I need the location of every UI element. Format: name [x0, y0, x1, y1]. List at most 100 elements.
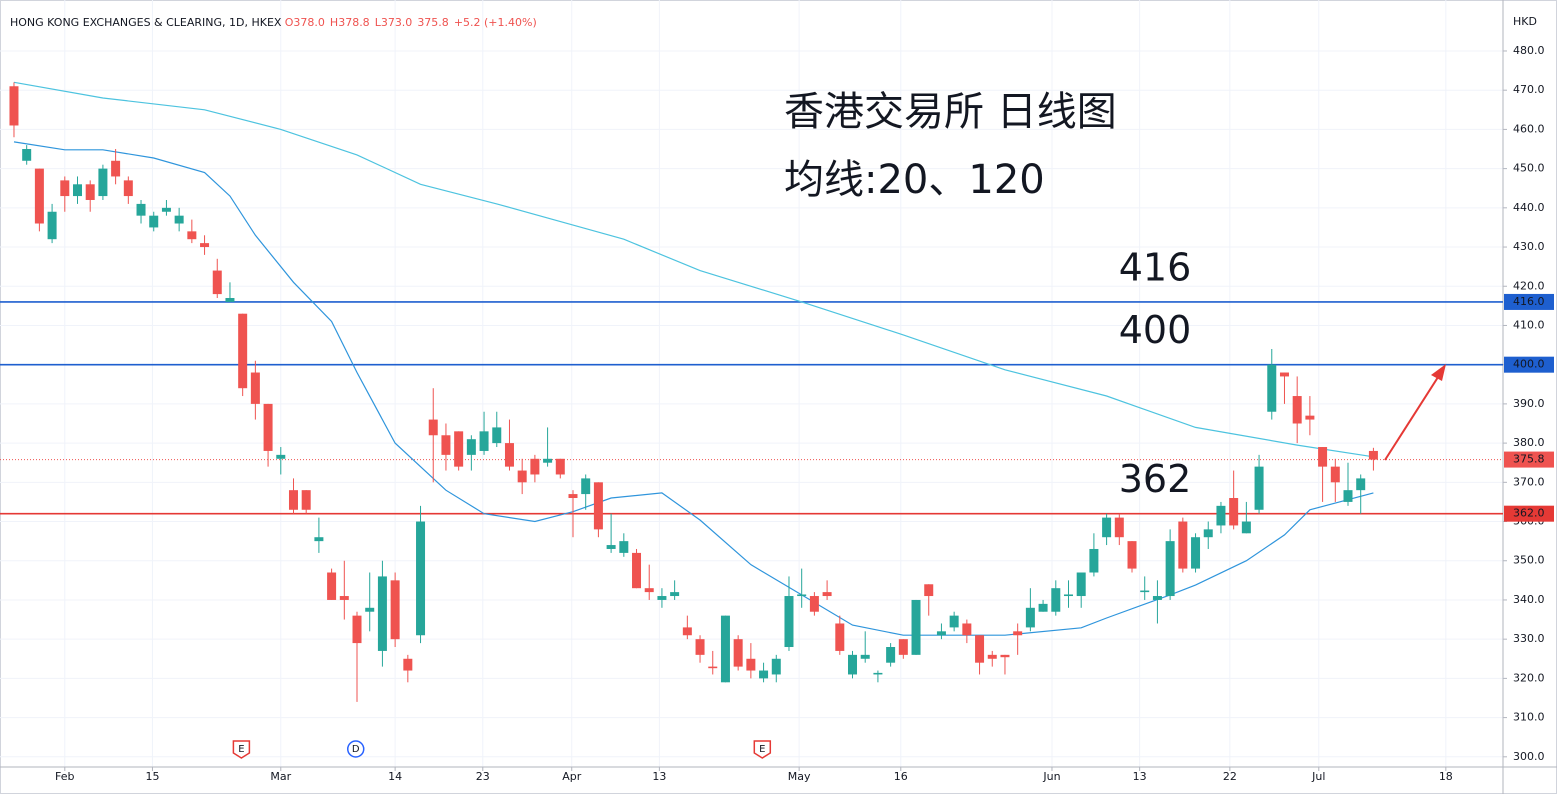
level-price-tag [1504, 293, 1554, 310]
x-tick-label: 18 [1439, 770, 1453, 783]
y-tick-label: 370.0 [1513, 475, 1545, 488]
candle-body [822, 592, 832, 597]
y-tick-label: 420.0 [1513, 279, 1545, 292]
event-marker [232, 740, 251, 759]
level-price-label: 416.0 [1513, 295, 1545, 308]
candle-body [924, 584, 934, 597]
candle-body [365, 607, 375, 612]
candle-body [1152, 596, 1162, 600]
event-label: E [238, 744, 244, 755]
candle-body [975, 635, 985, 663]
candle-body [517, 470, 527, 483]
candle-body [111, 160, 121, 177]
currency-label: HKD [1513, 15, 1537, 28]
candle-body [98, 168, 108, 197]
candle-body [962, 623, 972, 636]
last-price-label: 375.8 [1513, 453, 1545, 466]
header-text: O378.0 [285, 16, 325, 29]
candle-body [1114, 517, 1124, 538]
x-tick-label: 22 [1223, 770, 1237, 783]
candle-body [276, 454, 286, 459]
candle-body [352, 615, 362, 644]
candle-body [250, 372, 260, 404]
level-price-label: 400.0 [1513, 358, 1545, 371]
candle-body [466, 439, 476, 455]
candle-body [1051, 588, 1061, 612]
candle-body [1305, 415, 1315, 420]
candle-body [619, 541, 629, 553]
candle-body [555, 458, 565, 475]
level-annotation: 416 [1119, 245, 1192, 289]
level-price-tag [1504, 505, 1554, 522]
candle-body [136, 203, 146, 216]
candle-body [504, 443, 514, 467]
candle-body [454, 431, 464, 467]
candle-body [149, 215, 159, 228]
candle-body [530, 458, 540, 475]
candle-body [1229, 498, 1239, 526]
arrow-head [1431, 364, 1446, 381]
candle-body [441, 435, 451, 455]
y-tick-label: 410.0 [1513, 318, 1545, 331]
candle-body [34, 168, 44, 224]
candle-body [657, 596, 667, 600]
y-tick-label: 350.0 [1513, 554, 1545, 567]
candle-body [327, 572, 337, 600]
candle-body [1191, 537, 1201, 569]
x-tick-label: 13 [652, 770, 666, 783]
candle-body [987, 654, 997, 659]
y-tick-label: 460.0 [1513, 122, 1545, 135]
y-tick-label: 310.0 [1513, 711, 1545, 724]
candle-body [263, 403, 273, 451]
candle-body [886, 647, 896, 663]
header-text: +5.2 (+1.40%) [454, 16, 537, 29]
candle-body [1000, 654, 1010, 658]
event-label: E [759, 744, 765, 755]
candle-body [1140, 590, 1150, 593]
candle-body [911, 599, 921, 655]
event-marker [346, 740, 365, 758]
candle-body [898, 639, 908, 655]
candle-body [568, 494, 578, 499]
arrow-shaft [1384, 373, 1441, 461]
candle-body [1267, 364, 1277, 412]
candle-body [60, 180, 70, 197]
candle-body [479, 431, 489, 451]
header-text: 375.8 [417, 16, 449, 29]
candle-body [187, 231, 197, 240]
candle-body [238, 313, 248, 389]
candle-body [809, 596, 819, 612]
level-annotation: 400 [1119, 308, 1192, 352]
candle-body [1076, 572, 1086, 597]
candle-body [1318, 447, 1328, 467]
candle-body [85, 184, 95, 200]
candle-body [200, 243, 210, 248]
event-label: D [352, 744, 360, 755]
candle-body [1279, 372, 1289, 377]
candle-body [720, 615, 730, 683]
candle-body [225, 298, 235, 302]
x-tick-label: Mar [270, 770, 291, 783]
y-tick-label: 430.0 [1513, 240, 1545, 253]
candle-body [1089, 548, 1099, 573]
candle-body [339, 596, 349, 600]
header-text: L373.0 [375, 16, 413, 29]
candle-body [314, 537, 324, 542]
candle-body [873, 672, 883, 675]
level-price-label: 362.0 [1513, 507, 1545, 520]
candle-body [708, 666, 718, 669]
moving-average [13, 81, 1374, 458]
y-tick-label: 450.0 [1513, 162, 1545, 175]
candle-body [797, 594, 807, 597]
x-tick-label: May [788, 770, 811, 783]
candle-body [377, 576, 387, 651]
x-tick-label: Jun [1042, 770, 1060, 783]
candle-body [123, 180, 133, 197]
candle-body [670, 592, 680, 597]
x-tick-label: 14 [388, 770, 402, 783]
candle-body [835, 623, 845, 651]
annotation: 香港交易所 日线图 [784, 89, 1117, 135]
candle-body [784, 596, 794, 648]
